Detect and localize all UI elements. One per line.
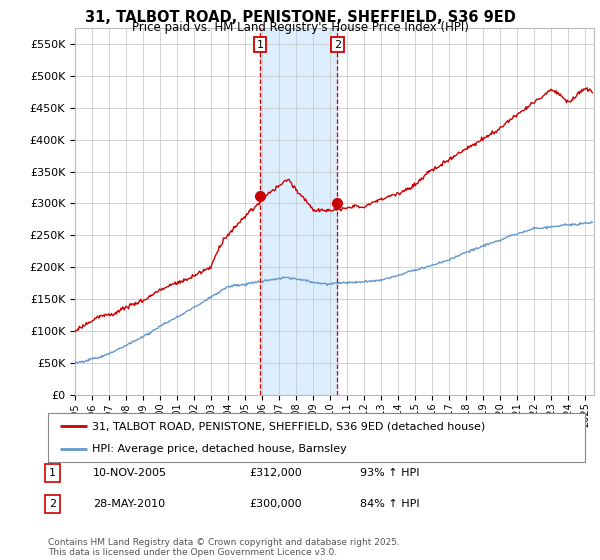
Text: 1: 1 <box>256 40 263 49</box>
Text: Contains HM Land Registry data © Crown copyright and database right 2025.
This d: Contains HM Land Registry data © Crown c… <box>48 538 400 557</box>
Text: £300,000: £300,000 <box>249 499 302 509</box>
Bar <box>260 28 337 395</box>
Text: 31, TALBOT ROAD, PENISTONE, SHEFFIELD, S36 9ED (detached house): 31, TALBOT ROAD, PENISTONE, SHEFFIELD, S… <box>92 421 485 431</box>
Text: 1: 1 <box>49 468 56 478</box>
Text: 10-NOV-2005: 10-NOV-2005 <box>93 468 167 478</box>
Text: 31, TALBOT ROAD, PENISTONE, SHEFFIELD, S36 9ED: 31, TALBOT ROAD, PENISTONE, SHEFFIELD, S… <box>85 10 515 25</box>
Text: 93% ↑ HPI: 93% ↑ HPI <box>360 468 419 478</box>
Text: £312,000: £312,000 <box>249 468 302 478</box>
Text: 2: 2 <box>49 499 56 509</box>
Text: Price paid vs. HM Land Registry's House Price Index (HPI): Price paid vs. HM Land Registry's House … <box>131 21 469 34</box>
Text: 84% ↑ HPI: 84% ↑ HPI <box>360 499 419 509</box>
Text: 28-MAY-2010: 28-MAY-2010 <box>93 499 165 509</box>
Text: HPI: Average price, detached house, Barnsley: HPI: Average price, detached house, Barn… <box>92 444 347 454</box>
Text: 2: 2 <box>334 40 341 49</box>
